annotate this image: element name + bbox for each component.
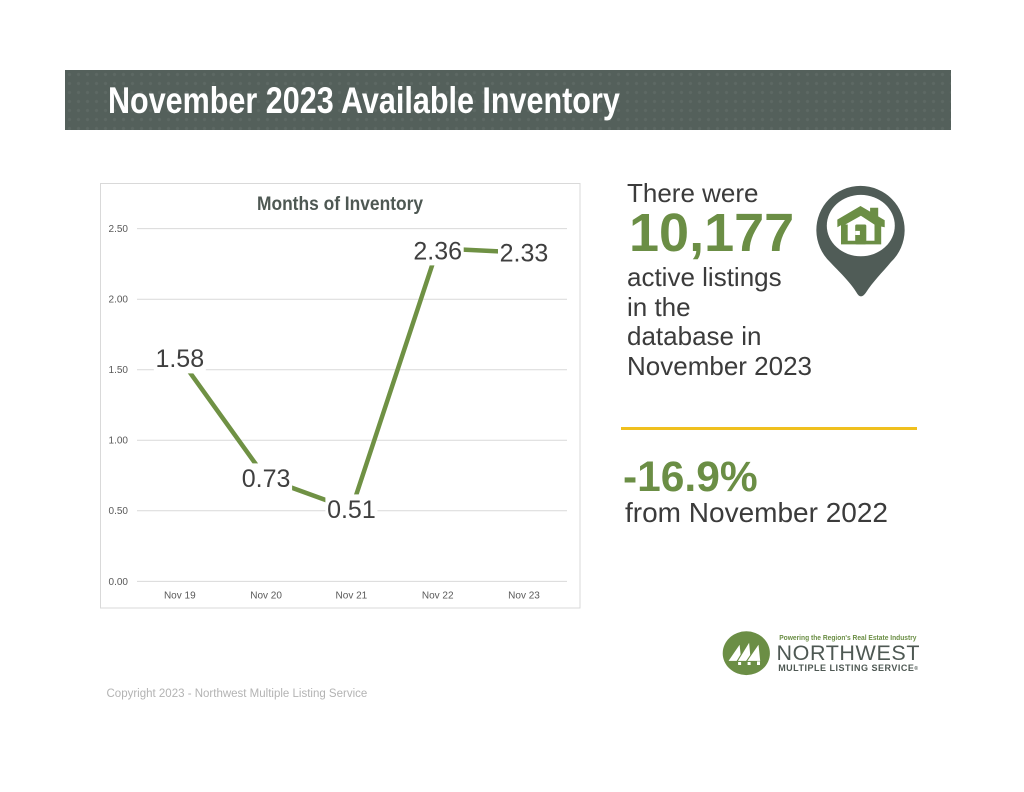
svg-text:1.50: 1.50 [109,365,129,376]
svg-text:2.36: 2.36 [413,237,462,265]
svg-text:Powering the Region's Real Est: Powering the Region's Real Estate Indust… [779,634,916,642]
svg-text:0.51: 0.51 [327,496,376,524]
svg-text:0.50: 0.50 [109,506,129,517]
svg-text:2.00: 2.00 [109,295,129,306]
svg-text:Months of Inventory: Months of Inventory [257,193,424,214]
svg-text:1.58: 1.58 [155,345,204,373]
svg-text:Nov 19: Nov 19 [164,590,196,601]
svg-text:2.50: 2.50 [109,224,129,235]
svg-text:2.33: 2.33 [500,239,549,267]
svg-text:0.73: 0.73 [242,465,291,493]
svg-text:Nov 20: Nov 20 [250,590,282,601]
svg-text:Nov 21: Nov 21 [336,590,368,601]
svg-text:0.00: 0.00 [109,577,129,588]
svg-text:MULTIPLE LISTING SERVICE®: MULTIPLE LISTING SERVICE® [778,663,918,673]
svg-text:1.00: 1.00 [109,436,129,447]
svg-text:Nov 22: Nov 22 [422,590,454,601]
svg-text:Nov 23: Nov 23 [508,590,540,601]
svg-text:NORTHWEST: NORTHWEST [777,641,921,665]
